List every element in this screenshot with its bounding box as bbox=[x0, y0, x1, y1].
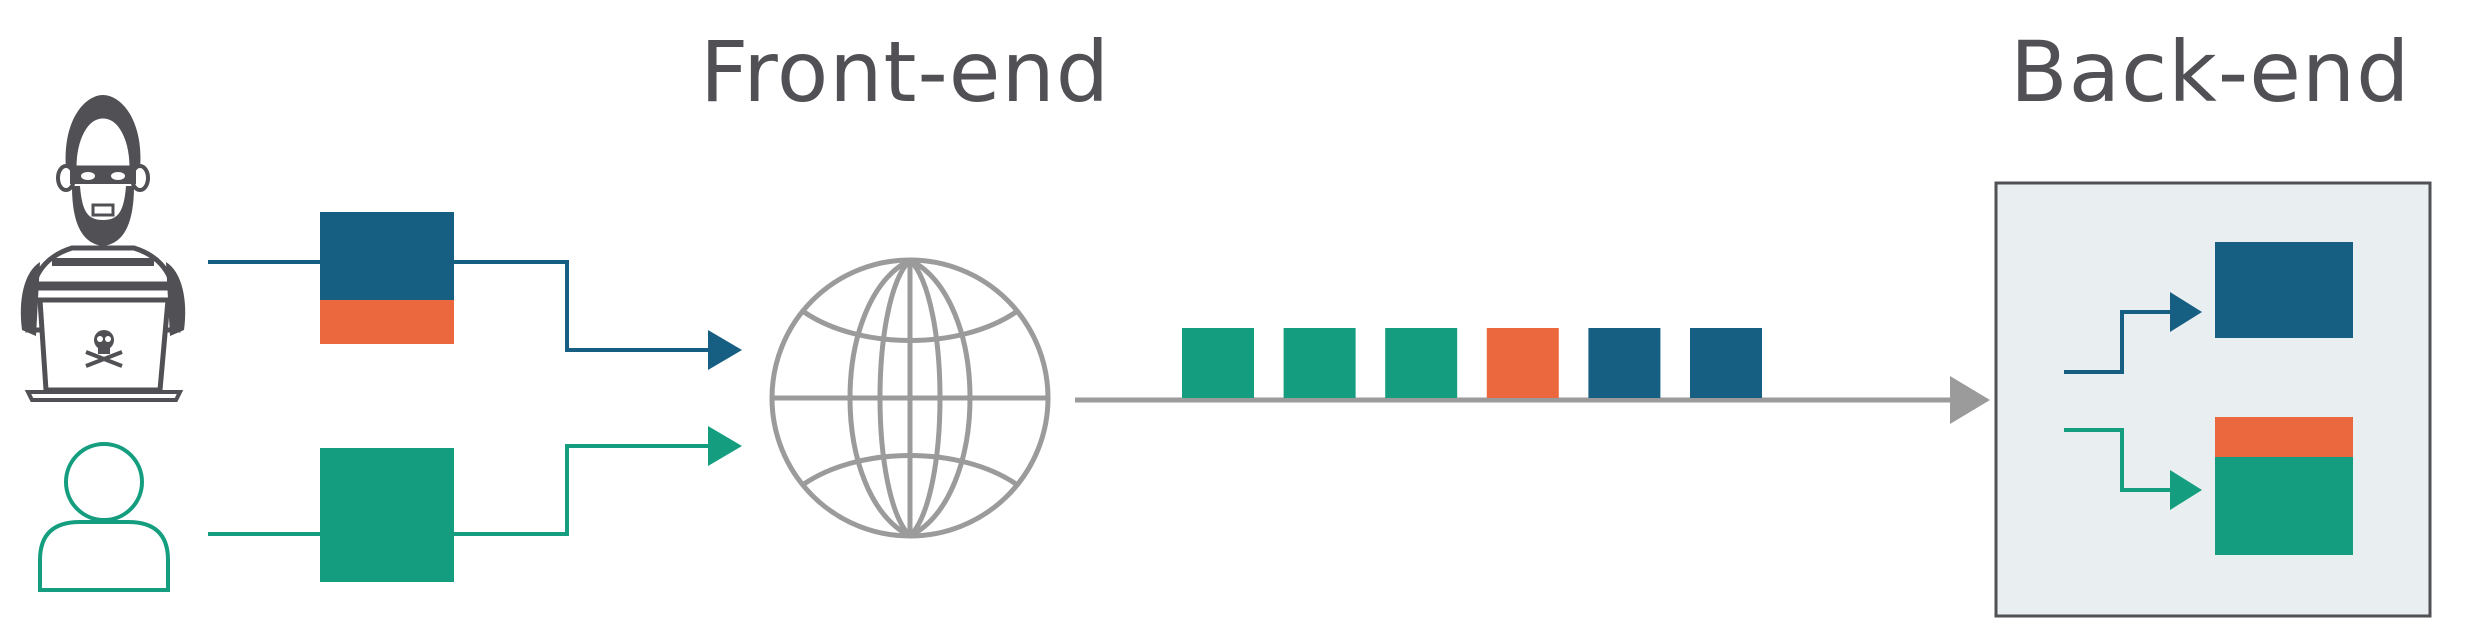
packet-orange bbox=[1486, 328, 1559, 398]
packet-navy bbox=[1690, 328, 1762, 398]
back-end-box bbox=[1994, 181, 2432, 618]
back-end-heading: Back-end bbox=[2010, 23, 2411, 121]
backend-connector-bottom bbox=[2064, 428, 2202, 510]
backend-requests bbox=[2215, 242, 2353, 555]
front-end-heading: Front-end bbox=[700, 23, 1111, 121]
stream-arrowhead bbox=[1950, 376, 1990, 424]
backend-request-1-segment-navy bbox=[2215, 242, 2353, 338]
packet-navy bbox=[1588, 328, 1661, 398]
packet-teal bbox=[1385, 328, 1458, 398]
skull-crossbones-icon bbox=[85, 330, 123, 368]
backend-request-2-segment-orange bbox=[2215, 417, 2353, 457]
packet-stream bbox=[1182, 328, 1762, 398]
stream-connector bbox=[1075, 376, 1990, 424]
globe-icon bbox=[769, 257, 1051, 539]
packet-teal bbox=[1283, 328, 1356, 398]
attacker-request-block bbox=[320, 212, 454, 344]
packet-teal bbox=[1182, 328, 1254, 398]
user-request-segment-teal bbox=[320, 448, 454, 582]
backend-connector-top bbox=[2064, 292, 2202, 374]
user-arrowhead bbox=[708, 426, 742, 466]
attacker-request-segment-orange bbox=[320, 300, 454, 344]
backend-request-2-segment-teal bbox=[2215, 457, 2353, 555]
attacker-arrowhead bbox=[708, 330, 742, 370]
user-icon bbox=[38, 442, 170, 592]
user-connector bbox=[208, 426, 742, 536]
attacker-request-segment-navy bbox=[320, 212, 454, 300]
user-request-block bbox=[320, 448, 454, 582]
attacker-connector bbox=[208, 260, 742, 370]
hacker-with-laptop-icon bbox=[20, 95, 186, 402]
